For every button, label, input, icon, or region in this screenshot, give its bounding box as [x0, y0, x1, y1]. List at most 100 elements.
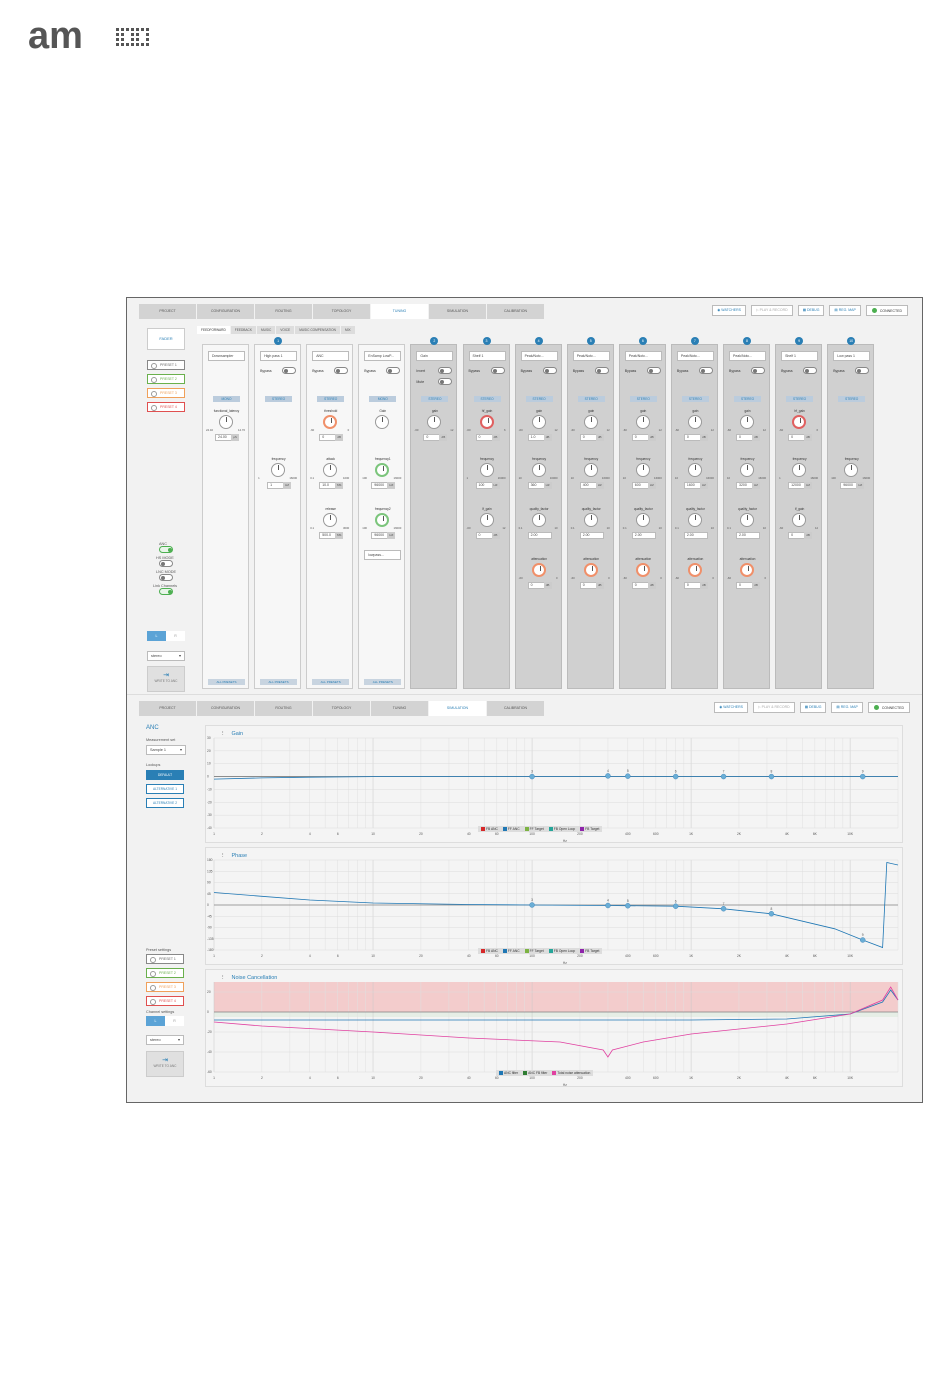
channel-r-button[interactable]: R [166, 631, 185, 641]
param-value-input[interactable]: 600 HZ [631, 482, 656, 489]
filter-marker[interactable] [529, 773, 535, 780]
strip-type-select[interactable]: High pass 1 [260, 351, 298, 361]
legend-item[interactable]: FF ANC [502, 949, 520, 954]
sim-watchers-button[interactable]: ◉ WATCHERS [714, 702, 748, 713]
param-knob[interactable] [323, 463, 338, 477]
legend-item[interactable]: FB Open Loop [548, 949, 575, 954]
param-knob[interactable] [583, 463, 598, 477]
legend-item[interactable]: FF Target [524, 949, 544, 954]
strip-type-select[interactable]: Peak/Notc... [624, 351, 662, 361]
param-value-input[interactable]: 1.0 dB [527, 434, 552, 441]
param-knob[interactable] [219, 415, 233, 429]
param-knob[interactable] [740, 513, 754, 527]
param-knob[interactable] [844, 463, 859, 477]
param-knob[interactable] [740, 563, 754, 577]
preset-3-button[interactable]: PRESET 3 [147, 388, 185, 398]
strip-type-select[interactable]: Downsampler [208, 351, 245, 361]
param-value-input[interactable]: 96000 HZ [840, 482, 865, 489]
param-value-input[interactable]: 24.00 µS [215, 434, 239, 441]
bypass-toggle[interactable] [646, 367, 661, 374]
all-presets-button[interactable]: ALL PRESETS [260, 679, 298, 685]
legend-item[interactable]: FB ANC [481, 827, 498, 832]
param-knob[interactable] [635, 463, 650, 477]
sim-preset-4-button[interactable]: PRESET 4 [146, 996, 184, 1006]
param-value-input[interactable]: 0 dB [579, 582, 604, 589]
param-knob[interactable] [323, 513, 338, 527]
legend-item[interactable]: FF Target [524, 827, 544, 832]
param-value-input[interactable]: 2.00 [579, 532, 604, 539]
param-value-input[interactable]: 2.00 [527, 532, 552, 539]
param-knob[interactable] [583, 415, 598, 429]
param-knob[interactable] [531, 513, 546, 527]
sim-channel-r-button[interactable]: R [165, 1016, 184, 1026]
bypass-toggle[interactable] [334, 367, 349, 374]
param-knob[interactable] [271, 463, 286, 477]
param-value-input[interactable]: 96000 HZ [371, 482, 396, 489]
sim-preset-1-button[interactable]: PRESET 1 [146, 954, 184, 964]
lookup-alternative-1-button[interactable]: ALTERNATIVE 1 [146, 784, 184, 794]
sim-tab-5[interactable]: SIMULATION [429, 701, 487, 716]
channel-l-button[interactable]: L [147, 631, 166, 641]
sim-tab-2[interactable]: ROUTING [255, 701, 313, 716]
param-value-input[interactable]: 0 dB [319, 434, 344, 441]
filter-marker[interactable] [720, 773, 727, 780]
param-knob[interactable] [479, 513, 494, 527]
param-knob[interactable] [323, 415, 338, 429]
param-knob[interactable] [792, 415, 807, 429]
param-knob[interactable] [687, 415, 702, 429]
top-tab-1[interactable]: CONFIGURATION [197, 304, 255, 319]
sim-tab-4[interactable]: TUNING [371, 701, 429, 716]
subtab-5[interactable]: MIX [340, 326, 355, 334]
filter-marker[interactable] [625, 773, 631, 779]
param-knob[interactable] [687, 463, 702, 477]
filter-marker[interactable] [860, 937, 866, 943]
write-to-anc-button[interactable]: ⇥ WRITE TO ANC [147, 666, 185, 692]
filter-marker[interactable] [605, 902, 611, 909]
link-channels-toggle[interactable] [159, 588, 173, 595]
filter-marker[interactable] [672, 903, 679, 909]
strip-type-select[interactable]: Peak/Notc... [572, 351, 610, 361]
param-knob[interactable] [375, 463, 390, 477]
bypass-toggle[interactable] [698, 367, 713, 374]
sim-tab-0[interactable]: PROJECT [139, 701, 197, 716]
legend-item[interactable]: FB ANC [481, 949, 498, 954]
param-value-input[interactable]: 400 HZ [579, 482, 604, 489]
lookup-alternative-2-button[interactable]: ALTERNATIVE 2 [146, 798, 184, 808]
top-tab-2[interactable]: ROUTING [255, 304, 313, 319]
anc-toggle[interactable] [159, 546, 173, 553]
fader-button[interactable]: FADER [147, 328, 185, 350]
param-knob[interactable] [479, 463, 494, 477]
mute-toggle[interactable] [438, 378, 453, 385]
param-knob[interactable] [531, 563, 546, 577]
strip-type-select[interactable]: Shelf 1 [781, 351, 819, 361]
param-value-input[interactable]: 3200 HZ [736, 482, 760, 489]
param-value-input[interactable]: 0 dB [788, 532, 813, 539]
lnc-mode-toggle[interactable] [159, 574, 173, 581]
filter-marker[interactable] [625, 903, 631, 909]
top-tab-4[interactable]: TUNING [371, 304, 429, 319]
filter-marker[interactable] [768, 773, 775, 780]
param-value-input[interactable]: 1 HZ [267, 482, 292, 489]
strip-type-select[interactable]: ANC [312, 351, 350, 361]
param-knob[interactable] [583, 513, 598, 527]
legend-item[interactable]: Total noise attenuation [552, 1071, 590, 1076]
bypass-toggle[interactable] [803, 367, 818, 374]
top-tab-6[interactable]: CALIBRATION [487, 304, 545, 319]
bypass-toggle[interactable] [386, 367, 401, 374]
param-knob[interactable] [583, 563, 598, 577]
param-value-input[interactable]: 360 HZ [527, 482, 552, 489]
all-presets-button[interactable]: ALL PRESETS [312, 679, 350, 685]
reg-map-button[interactable]: ▤ REG. MAP [829, 305, 861, 316]
subtab-4[interactable]: MUSIC COMPENSATION [295, 326, 340, 334]
param-value-input[interactable]: 2.00 [736, 532, 760, 539]
param-knob[interactable] [635, 415, 650, 429]
subtab-1[interactable]: FEEDBACK [230, 326, 256, 334]
param-value-input[interactable]: 0 dB [683, 582, 708, 589]
param-knob[interactable] [792, 463, 807, 477]
filter-marker[interactable] [529, 902, 535, 908]
legend-item[interactable]: FF ANC [502, 827, 520, 832]
strip-type-select[interactable]: Shelf 1 [468, 351, 506, 361]
sim-debug-button[interactable]: ▦ DEBUG [799, 702, 827, 713]
sim-tab-6[interactable]: CALIBRATION [487, 701, 545, 716]
param-knob[interactable] [687, 513, 702, 527]
